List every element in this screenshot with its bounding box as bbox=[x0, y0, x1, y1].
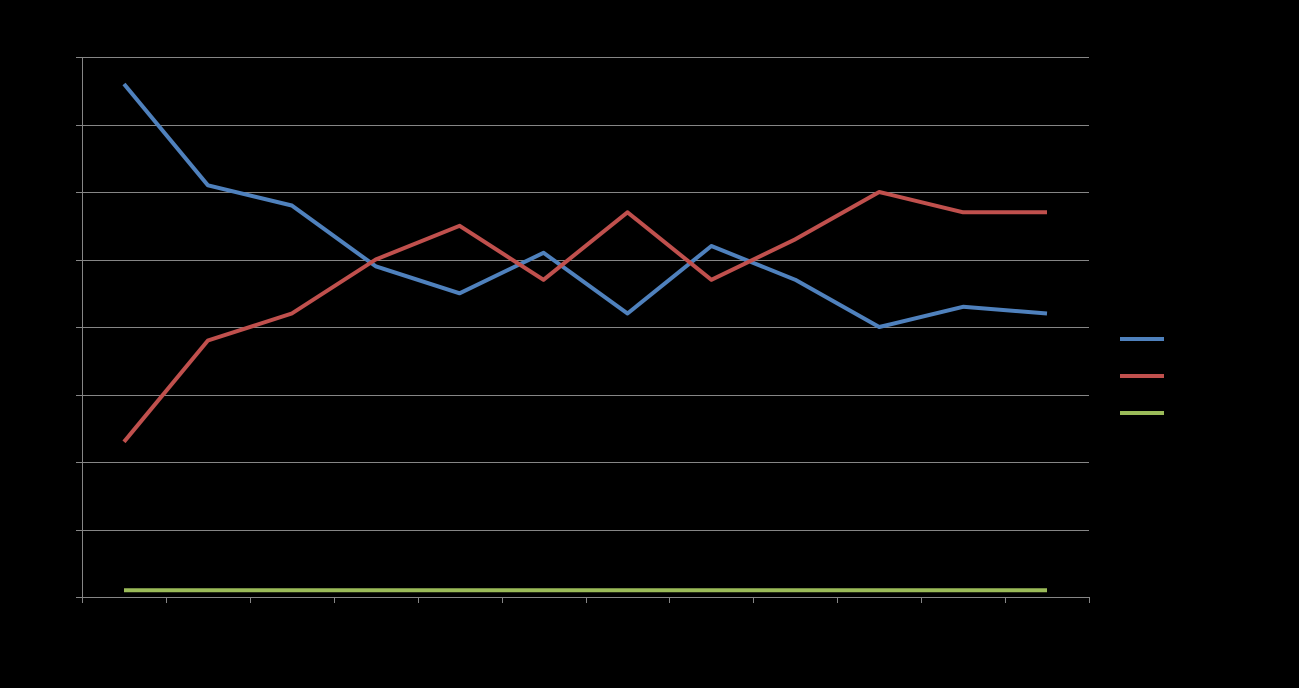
y-tick-label: 10 bbox=[59, 524, 73, 538]
x-tick-label: 6 bbox=[540, 608, 547, 622]
legend-label: Series 1 bbox=[1172, 332, 1220, 347]
x-tick-label: 8 bbox=[708, 608, 715, 622]
axes: 1 2 3 4 5 6 7 8 9 10 11 12 bbox=[76, 57, 1090, 622]
y-tick-label: 60 bbox=[59, 186, 73, 200]
x-tick-label: 5 bbox=[456, 608, 463, 622]
x-tick-label: 12 bbox=[1040, 608, 1054, 622]
x-tick-label: 9 bbox=[792, 608, 799, 622]
series-line-2 bbox=[122, 190, 1047, 444]
x-tick-label: 4 bbox=[372, 608, 379, 622]
x-tick-label: 11 bbox=[957, 608, 970, 622]
y-tick-label: 0 bbox=[65, 591, 72, 605]
legend: Series 1 Series 2 Series 3 bbox=[1120, 332, 1220, 421]
x-tick-label: 1 bbox=[121, 608, 128, 622]
y-tick-label: 50 bbox=[59, 254, 73, 268]
x-tick-label: 2 bbox=[205, 608, 212, 622]
x-tick-label: 7 bbox=[624, 608, 631, 622]
legend-label: Series 3 bbox=[1172, 406, 1220, 421]
y-tick-label: 20 bbox=[59, 456, 73, 470]
gridlines: 0 10 20 30 40 50 60 70 80 bbox=[59, 51, 1089, 605]
legend-item: Series 3 bbox=[1120, 406, 1220, 421]
y-tick-label: 80 bbox=[59, 51, 73, 65]
series-lines bbox=[122, 82, 1048, 593]
x-tick-label: 10 bbox=[873, 608, 887, 622]
y-tick-label: 40 bbox=[59, 321, 73, 335]
series-line-1 bbox=[122, 82, 1048, 329]
legend-item: Series 1 bbox=[1120, 332, 1220, 347]
y-tick-label: 70 bbox=[59, 119, 73, 133]
legend-item: Series 2 bbox=[1120, 369, 1220, 384]
y-tick-label: 30 bbox=[59, 389, 73, 403]
legend-label: Series 2 bbox=[1172, 369, 1220, 384]
x-tick-label: 3 bbox=[288, 608, 295, 622]
